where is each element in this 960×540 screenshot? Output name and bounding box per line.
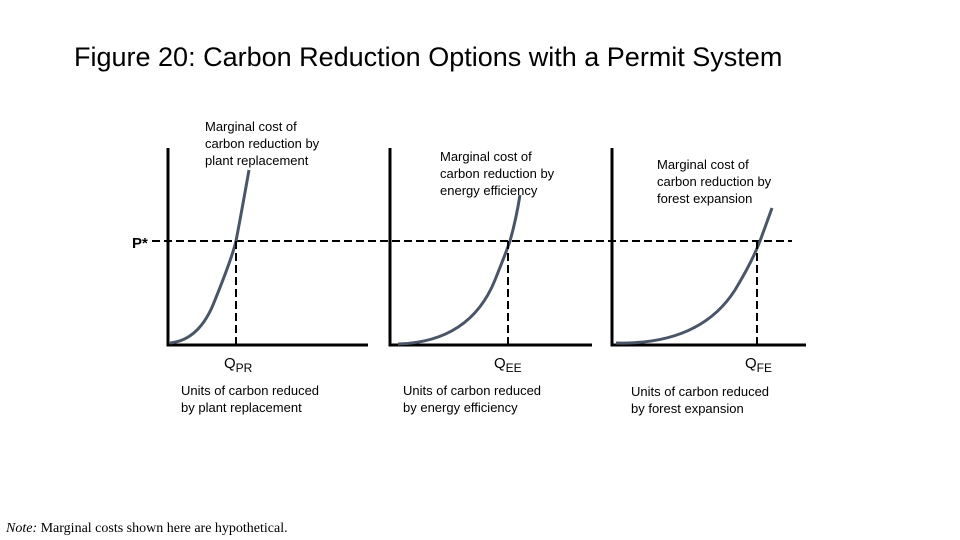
- panel-3-curve-label-line: carbon reduction by: [657, 174, 772, 189]
- panel-3-q-main: Q: [745, 355, 757, 372]
- panel-1-axes: [166, 148, 368, 347]
- panel-3-mc-curve: [615, 207, 774, 345]
- panel-1-x-axis-label: Units of carbon reduced by plant replace…: [181, 382, 381, 416]
- panel-1-curve-label-line: Marginal cost of: [205, 119, 297, 134]
- price-label: P*: [132, 235, 148, 252]
- panel-1-curve-label: Marginal cost of carbon reduction by pla…: [205, 118, 375, 169]
- figure-title: Figure 20: Carbon Reduction Options with…: [74, 42, 783, 72]
- footnote-text: Marginal costs shown here are hypothetic…: [37, 521, 288, 536]
- panel-2-x-axis-label: Units of carbon reduced by energy effici…: [403, 382, 603, 416]
- panel-3-x-label-line: by forest expansion: [631, 401, 744, 416]
- panel-3-curve-label-line: Marginal cost of: [657, 157, 749, 172]
- panel-2-x-label-line: Units of carbon reduced: [403, 383, 542, 398]
- panel-3-curve-label-line: forest expansion: [657, 191, 753, 206]
- panel-1-mc-curve: [169, 169, 251, 345]
- panel-1-q-main: Q: [224, 355, 236, 372]
- panel-1-q-sub: PR: [235, 361, 253, 375]
- panel-2-q-main: Q: [494, 355, 506, 372]
- panel-2-curve-label: Marginal cost of carbon reduction by ene…: [440, 148, 610, 199]
- panel-1-curve-label-line: carbon reduction by: [205, 136, 320, 151]
- panel-1-x-label-line: Units of carbon reduced: [181, 383, 320, 398]
- panel-2-quantity-label: QEE: [494, 355, 522, 375]
- panel-2-axes: [388, 148, 592, 347]
- panel-2-curve-label-line: carbon reduction by: [440, 166, 555, 181]
- panel-2-q-sub: EE: [505, 361, 522, 375]
- panel-3-quantity-label: QFE: [745, 355, 772, 375]
- panel-1-quantity-label: QPR: [224, 355, 252, 375]
- panel-2-curve-label-line: Marginal cost of: [440, 149, 532, 164]
- footnote: Note: Marginal costs shown here are hypo…: [6, 521, 288, 537]
- panel-3-x-axis-label: Units of carbon reduced by forest expans…: [631, 383, 831, 417]
- panel-1-curve-label-line: plant replacement: [205, 153, 309, 168]
- panel-2-curve-label-line: energy efficiency: [440, 183, 538, 198]
- panel-2-mc-curve: [397, 194, 522, 346]
- panel-1-x-label-line: by plant replacement: [181, 400, 302, 415]
- panel-3-q-sub: FE: [756, 361, 773, 375]
- panel-3-axes: [610, 148, 806, 347]
- footnote-prefix: Note:: [6, 521, 38, 536]
- panel-3-curve-label: Marginal cost of carbon reduction by for…: [657, 156, 827, 207]
- panel-3-x-label-line: Units of carbon reduced: [631, 384, 770, 399]
- panel-2-x-label-line: by energy efficiency: [403, 400, 518, 415]
